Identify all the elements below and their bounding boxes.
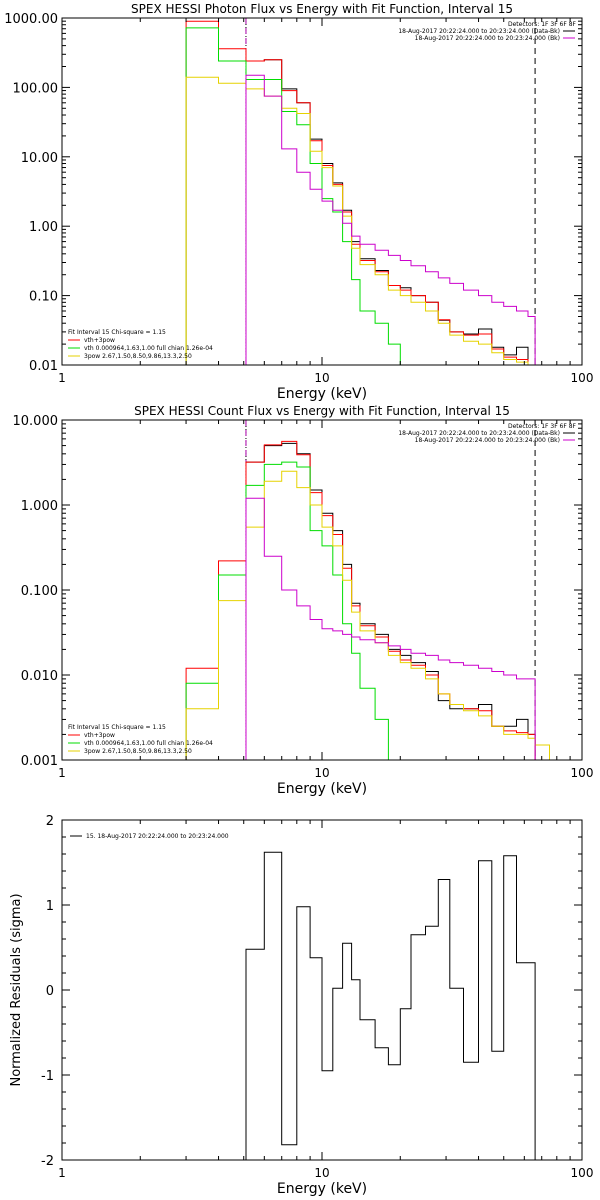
x-tick-label: 10 [314, 1166, 329, 1180]
x-tick-label: 10 [314, 371, 329, 385]
legend-entry: 18-Aug-2017 20:22:24.000 to 20:23:24.000… [398, 430, 560, 437]
chart-title: SPEX HESSI Count Flux vs Energy with Fit… [134, 404, 510, 418]
legend-entry: vth+3pow [84, 732, 115, 739]
y-tick-label: 1000.00 [4, 12, 58, 27]
legend-entry: 3pow 2.67,1.50,8.50,9.86,13.3,2.50 [84, 748, 192, 755]
y-tick-label: 0.01 [29, 359, 58, 374]
legend-entry: vth+3pow [84, 337, 115, 344]
plot-frame [61, 419, 583, 761]
x-tick-label: 100 [571, 766, 594, 780]
chart-panel-3: 1 10 100 Energy (keV) -2 -1 0 1 2 Normalized Resi… [9, 814, 593, 1197]
series-line [185, 470, 564, 760]
series-line [185, 76, 529, 365]
data-layer [185, 18, 536, 365]
legend-entry: vth 0.000964,1.63,1.00 full chian 1.26e-… [84, 345, 213, 352]
legend-entry: 18-Aug-2017 20:22:24.000 to 20:23:24.000… [415, 437, 560, 444]
series-line [245, 74, 536, 365]
y-tick-label: 1.00 [29, 220, 58, 235]
data-layer [185, 420, 564, 760]
x-tick-label: 1 [58, 766, 66, 780]
legend-entry: Detectors: 1F 3F 6F 8F [508, 423, 577, 430]
series-line [185, 27, 411, 365]
y-tick-label: 1 [46, 899, 54, 914]
y-tick-label: 10.000 [13, 414, 59, 429]
y-tick-label: 0 [46, 984, 54, 999]
legend-entry: Fit Interval 15 Chi-square = 1.15 [68, 329, 166, 336]
legend-entry: Detectors: 1F 3F 6F 8F [508, 21, 577, 28]
legend-entry: 18-Aug-2017 20:22:24.000 to 20:23:24.000… [415, 35, 560, 42]
y-axis-label: Normalized Residuals (sigma) [9, 893, 24, 1086]
y-tick-label: 100.00 [13, 81, 59, 96]
y-tick-label: -1 [41, 1069, 54, 1084]
legend-entry: 15. 18-Aug-2017 20:22:24.000 to 20:23:24… [86, 833, 229, 840]
x-tick-label: 100 [571, 371, 594, 385]
x-tick-label: 1 [58, 1166, 66, 1180]
legend-entry: Fit Interval 15 Chi-square = 1.15 [68, 724, 166, 731]
y-tick-label: 0.10 [29, 290, 58, 305]
series-line [245, 497, 536, 760]
y-tick-label: 0.001 [21, 754, 58, 769]
legend-entry: 3pow 2.67,1.50,8.50,9.86,13.3,2.50 [84, 353, 192, 360]
x-tick-label: 1 [58, 371, 66, 385]
legend-entry: vth 0.000964,1.63,1.00 full chian 1.26e-… [84, 740, 213, 747]
y-tick-label: 1.000 [21, 499, 58, 514]
series-line [245, 59, 536, 365]
data-layer [245, 851, 536, 1160]
y-tick-label: 0.010 [21, 669, 58, 684]
x-axis-label: Energy (keV) [277, 386, 367, 402]
x-axis-label: Energy (keV) [277, 781, 367, 797]
series-line [185, 20, 529, 365]
chart-panel-2: SPEX HESSI Count Flux vs Energy with Fit… [13, 404, 594, 797]
x-tick-label: 100 [571, 1166, 594, 1180]
legend-entry: 18-Aug-2017 20:22:24.000 to 20:23:24.000… [398, 28, 560, 35]
y-tick-label: 10.00 [21, 151, 58, 166]
y-tick-label: -2 [41, 1154, 54, 1169]
y-tick-label: 0.100 [21, 584, 58, 599]
x-tick-label: 10 [314, 766, 329, 780]
chart-title: SPEX HESSI Photon Flux vs Energy with Fi… [131, 2, 513, 16]
x-axis-label: Energy (keV) [277, 1181, 367, 1197]
y-tick-label: 2 [46, 814, 54, 829]
chart-panel-1: SPEX HESSI Photon Flux vs Energy with Fi… [4, 2, 593, 402]
series-line [245, 851, 536, 1160]
